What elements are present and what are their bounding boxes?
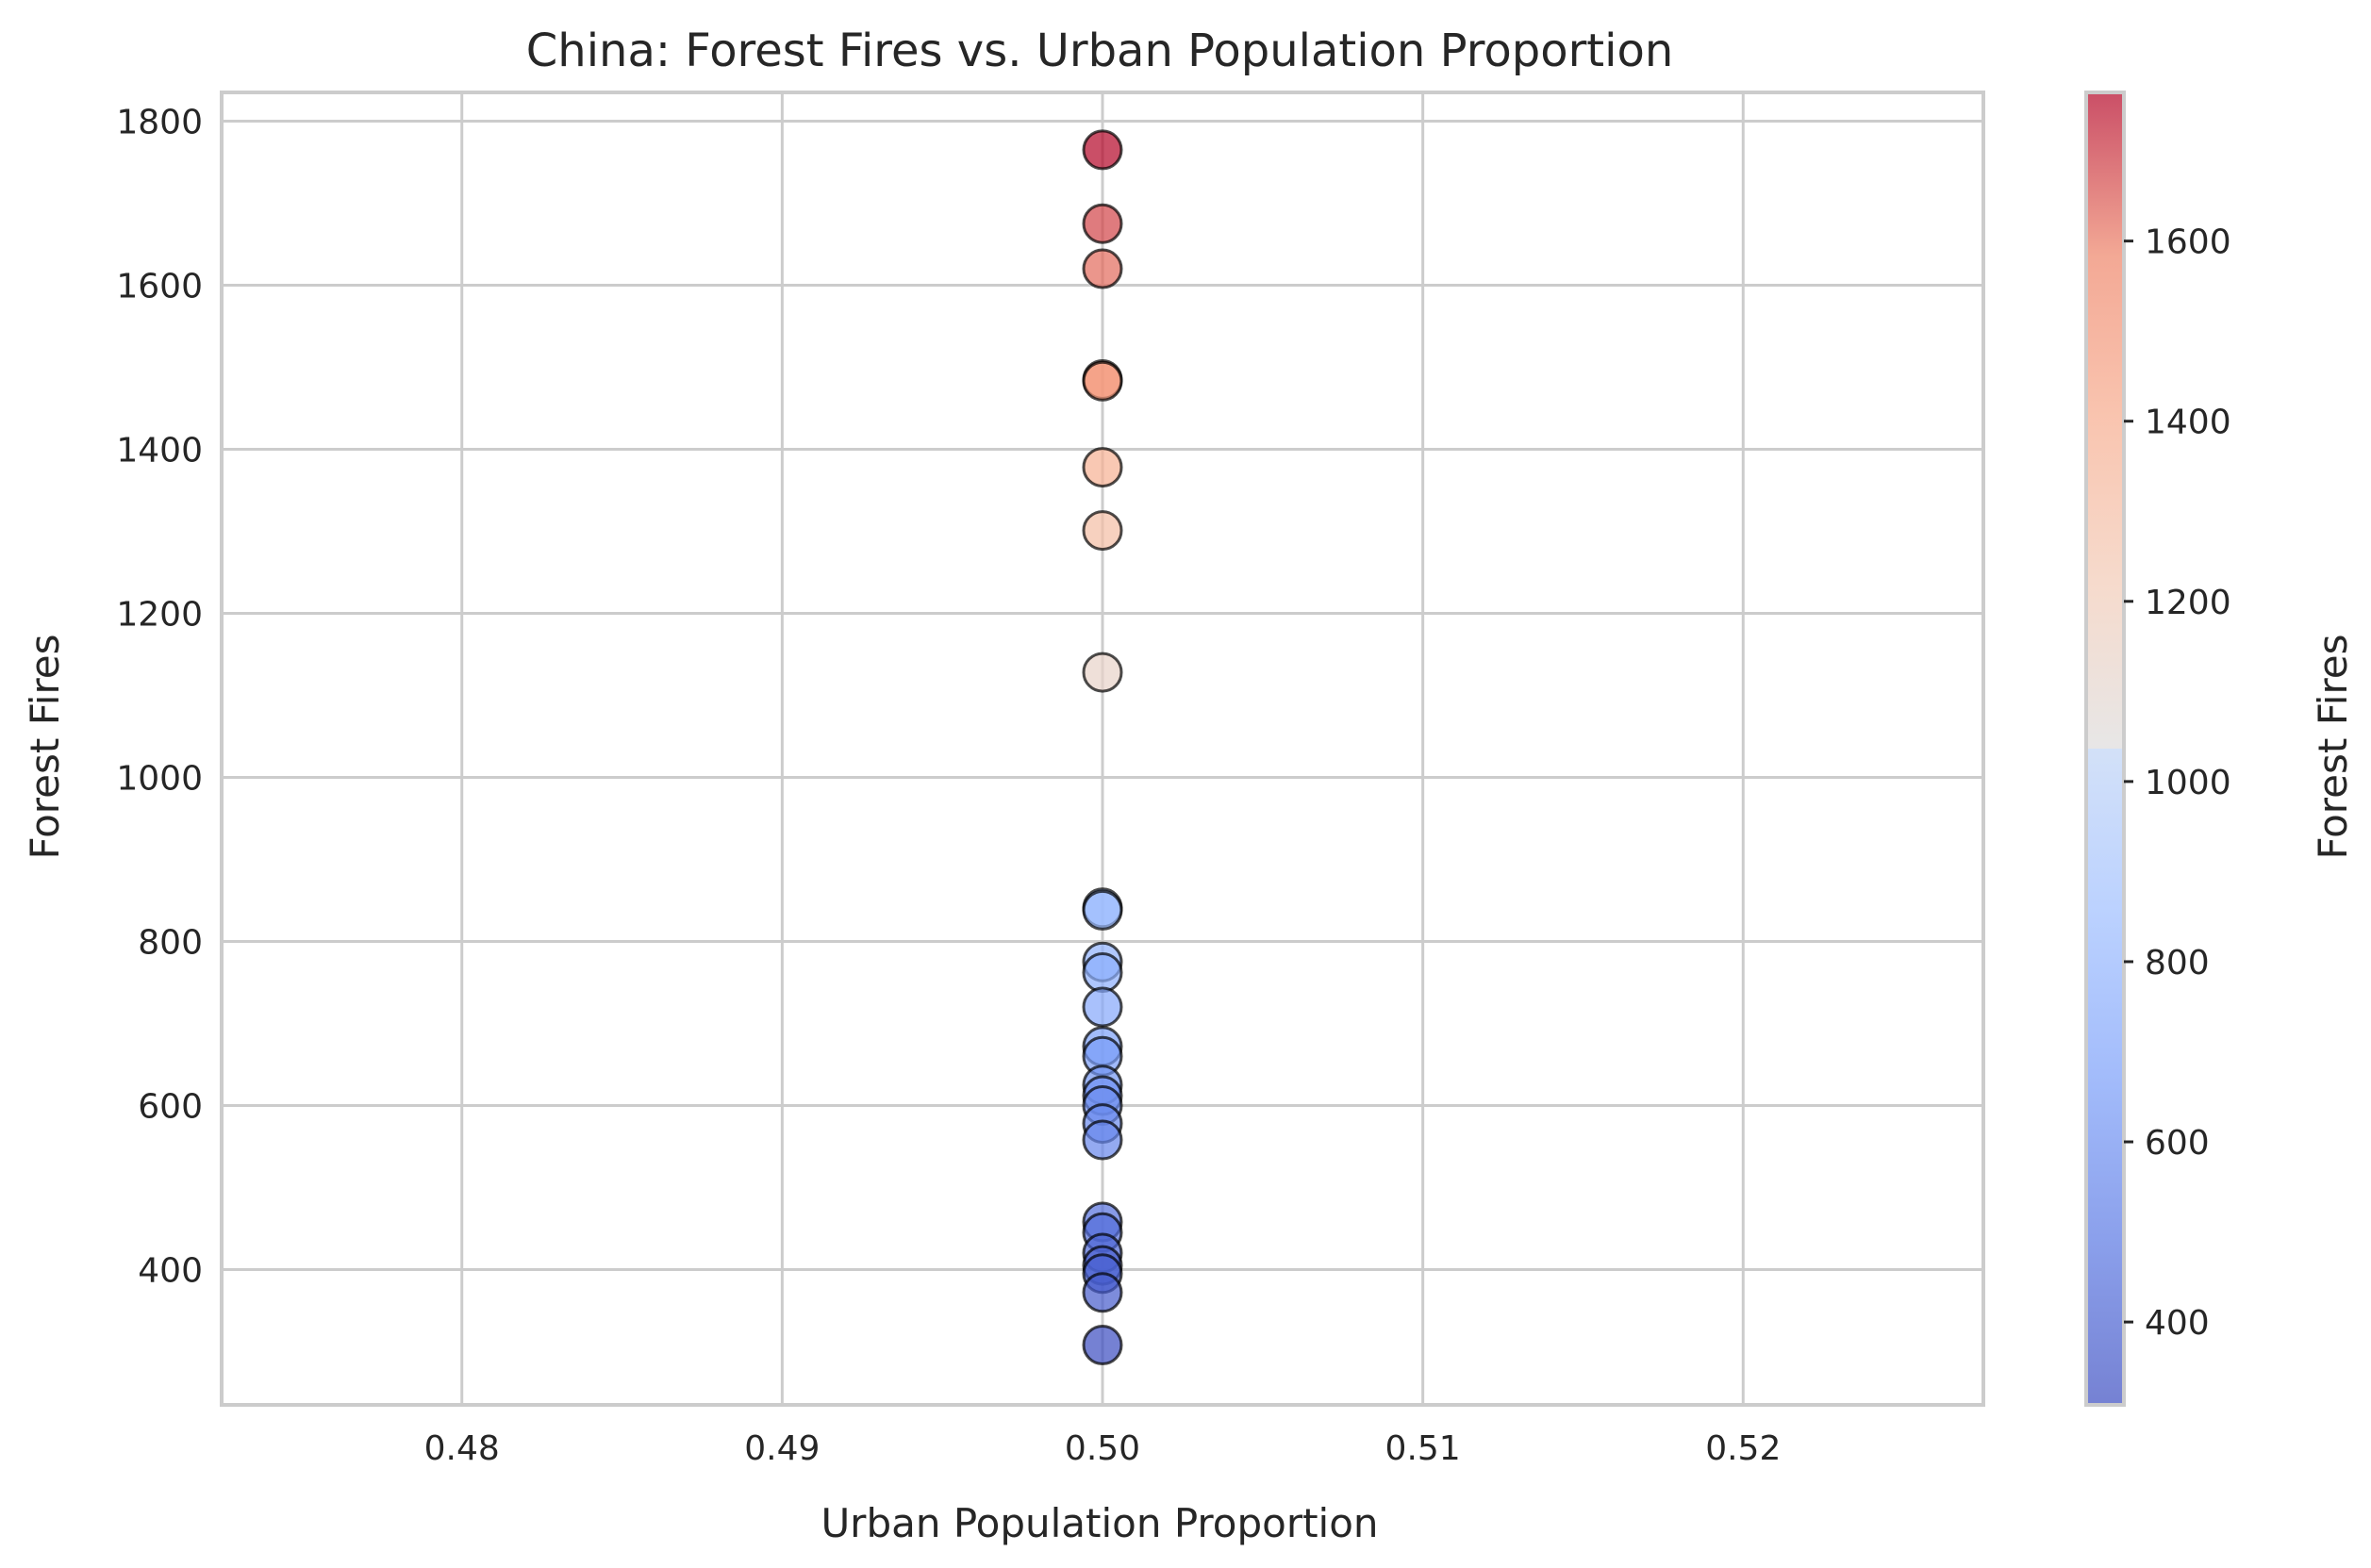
y-tick-label: 1600 bbox=[116, 267, 203, 305]
scatter-point bbox=[1082, 129, 1123, 171]
y-tick-label: 400 bbox=[138, 1251, 203, 1290]
scatter-point bbox=[1082, 652, 1123, 693]
scatter-point bbox=[1082, 986, 1123, 1028]
scatter-point bbox=[1082, 510, 1123, 552]
scatter-point bbox=[1082, 1324, 1123, 1365]
y-tick-label: 600 bbox=[138, 1087, 203, 1126]
x-axis-ticks: 0.48 0.49 0.50 0.51 0.52 bbox=[424, 1429, 1782, 1468]
x-tick-label: 0.49 bbox=[744, 1429, 820, 1468]
colorbar-tick-label: 1000 bbox=[2145, 764, 2231, 802]
x-tick-label: 0.51 bbox=[1385, 1429, 1461, 1468]
colorbar-tick-label: 1400 bbox=[2145, 404, 2231, 442]
colorbar-tick-label: 800 bbox=[2145, 944, 2210, 982]
y-tick-label: 1800 bbox=[116, 103, 203, 141]
colorbar-tick-label: 600 bbox=[2145, 1124, 2210, 1163]
x-tick-label: 0.52 bbox=[1705, 1429, 1781, 1468]
colorbar-tick-label: 1200 bbox=[2145, 584, 2231, 622]
x-axis-label: Urban Population Proportion bbox=[821, 1500, 1378, 1546]
scatter-point bbox=[1082, 1272, 1123, 1313]
colorbar-gradient bbox=[2084, 91, 2126, 1407]
colorbar-ticks: 400 600 800 1000 1200 1400 1600 bbox=[2124, 223, 2231, 1343]
scatter-point bbox=[1082, 248, 1123, 289]
x-tick-label: 0.48 bbox=[424, 1429, 500, 1468]
scatter-point bbox=[1082, 1119, 1123, 1161]
scatter-point bbox=[1082, 889, 1123, 931]
y-tick-label: 800 bbox=[138, 923, 203, 962]
scatter-points bbox=[1082, 129, 1123, 1365]
colorbar-tick-label: 400 bbox=[2145, 1304, 2210, 1343]
y-tick-label: 1200 bbox=[116, 595, 203, 634]
y-axis-label: Forest Fires bbox=[22, 634, 68, 859]
scatter-point bbox=[1082, 952, 1123, 994]
colorbar-tick-label: 1600 bbox=[2145, 223, 2231, 262]
y-axis-ticks: 400 600 800 1000 1200 1400 1600 1800 bbox=[116, 103, 203, 1290]
y-tick-label: 1400 bbox=[116, 431, 203, 470]
x-tick-label: 0.50 bbox=[1065, 1429, 1140, 1468]
scatter-point bbox=[1082, 360, 1123, 402]
scatter-point bbox=[1082, 203, 1123, 244]
scatter-point bbox=[1082, 447, 1123, 488]
colorbar-label: Forest Fires bbox=[2310, 634, 2356, 859]
y-tick-label: 1000 bbox=[116, 759, 203, 798]
chart-title: China: Forest Fires vs. Urban Population… bbox=[526, 25, 1674, 77]
colorbar: 400 600 800 1000 1200 1400 1600 Forest Fires bbox=[2084, 91, 2356, 1407]
plot-area-frame bbox=[220, 91, 1985, 1407]
